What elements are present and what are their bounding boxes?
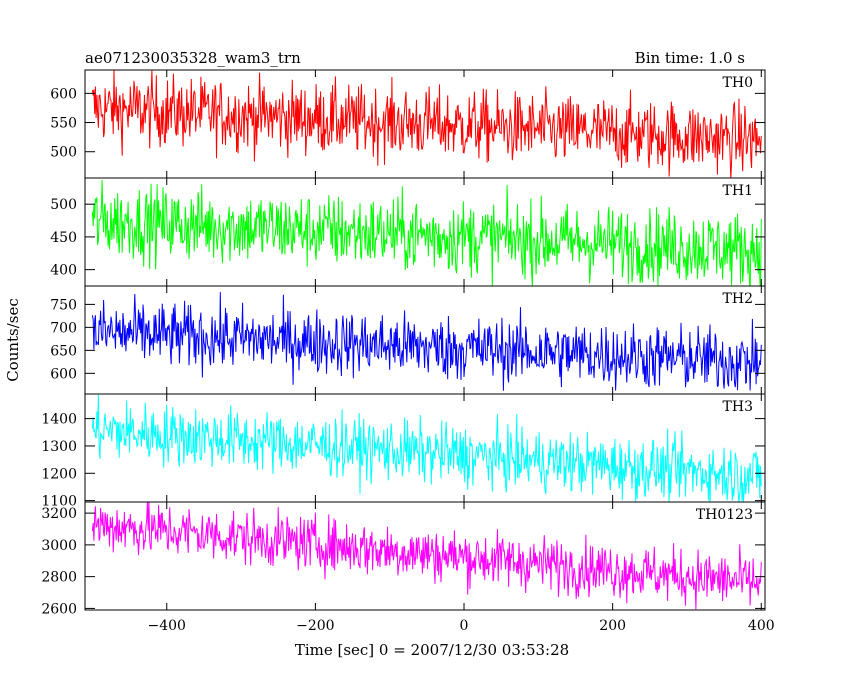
panel-frame — [84, 69, 766, 179]
y-tick-label: 1400 — [41, 412, 77, 428]
panel-th0123: 2600 2800 3000 3200 TH0123 — [41, 501, 766, 617]
series-line-th1 — [91, 180, 762, 286]
x-tick-label: 200 — [599, 618, 626, 634]
y-tick-label: 600 — [50, 86, 77, 102]
panel-label-th0: TH0 — [723, 75, 753, 91]
panel-label-th1: TH1 — [723, 183, 753, 199]
y-tick-label: 3200 — [41, 506, 77, 522]
y-tick-label: 1100 — [41, 494, 77, 510]
series-line-th2 — [91, 292, 762, 391]
header-bin-time: Bin time: 1.0 s — [635, 49, 745, 67]
panel-label-th0123: TH0123 — [696, 507, 753, 523]
panel-frame — [84, 501, 766, 611]
y-tick-label: 750 — [50, 297, 77, 313]
y-tick-label: 400 — [50, 263, 77, 279]
panel-th1: 400 450 500 TH1 — [50, 177, 766, 287]
x-axis-label: Time [sec] 0 = 2007/12/30 03:53:28 — [295, 641, 569, 659]
series-line-th3 — [91, 394, 762, 502]
y-axis-label: Counts/sec — [4, 298, 22, 382]
y-tick-label: 2800 — [41, 570, 77, 586]
panels: 500 550 600 TH0 400 450 500 TH1 600 650 700 750 TH2 1… — [41, 69, 766, 617]
x-axis: −400 −200 0 200 400 — [148, 618, 775, 634]
y-tick-label: 500 — [50, 145, 77, 161]
panel-th2: 600 650 700 750 TH2 — [50, 285, 766, 395]
y-tick-label: 450 — [50, 230, 77, 246]
x-tick-label: 400 — [748, 618, 775, 634]
y-tick-label: 3000 — [41, 538, 77, 554]
panel-label-th3: TH3 — [723, 399, 753, 415]
y-tick-label: 700 — [50, 320, 77, 336]
y-tick-label: 650 — [50, 343, 77, 359]
y-tick-label: 1300 — [41, 439, 77, 455]
panel-label-th2: TH2 — [723, 291, 753, 307]
y-tick-label: 1200 — [41, 466, 77, 482]
x-tick-label: 0 — [460, 618, 469, 634]
x-tick-label: −400 — [148, 618, 186, 634]
y-tick-label: 600 — [50, 366, 77, 382]
series-line-th0123 — [91, 502, 762, 610]
y-tick-label: 500 — [50, 197, 77, 213]
series-line-th0 — [91, 70, 762, 178]
header-title: ae071230035328_wam3_trn — [85, 49, 301, 67]
y-tick-label: 2600 — [41, 601, 77, 617]
y-tick-label: 550 — [50, 116, 77, 132]
panel-th0: 500 550 600 TH0 — [50, 69, 766, 179]
x-tick-label: −200 — [296, 618, 334, 634]
panel-th3: 1100 1200 1300 1400 TH3 — [41, 393, 766, 510]
